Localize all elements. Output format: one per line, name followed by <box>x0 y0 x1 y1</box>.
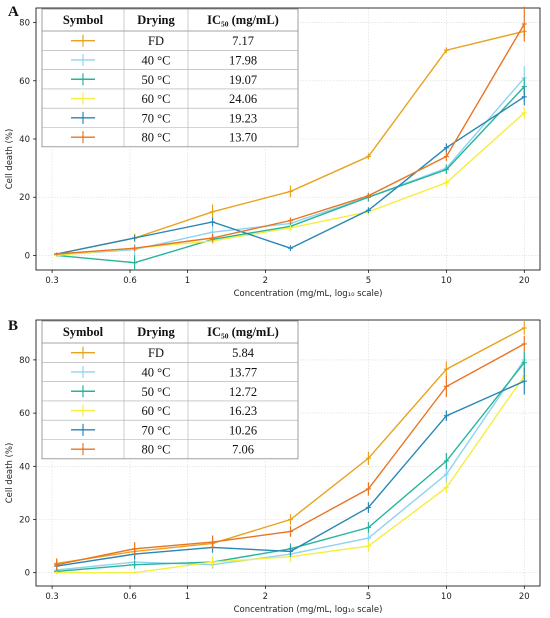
x-tick-label: 2 <box>263 276 268 286</box>
legend-symbol <box>71 111 95 124</box>
series-70-c <box>54 88 527 256</box>
series-80-c <box>54 335 527 571</box>
legend-symbol <box>71 443 95 456</box>
legend-drying: 80 °C <box>142 443 171 457</box>
y-tick-label: 60 <box>19 77 30 87</box>
chart-panel-b: B 0.3 0.6 1 2 5 10 20 0 20 40 60 80 Concentration (mg… <box>5 318 541 615</box>
x-axis-title: Concentration (mg/mL, log₁₀ scale) <box>234 605 383 615</box>
legend-symbol <box>71 73 95 86</box>
y-tick-label: 0 <box>25 251 30 261</box>
legend-table: Symbol Drying IC₅₀ (mg/mL) FD 5.84 40 °C 13.77… <box>41 320 299 460</box>
x-tick-label: 1 <box>185 276 190 286</box>
legend-box <box>41 8 299 148</box>
panel-letter: A <box>8 4 19 20</box>
y-tick-label: 20 <box>19 516 30 526</box>
legend-ic50: 17.98 <box>229 53 257 67</box>
x-tick-label: 2 <box>263 592 268 602</box>
legend-symbol <box>71 404 95 417</box>
legend-table: Symbol Drying IC₅₀ (mg/mL) FD 7.17 40 °C 17.98… <box>41 8 299 148</box>
x-tick-label: 5 <box>366 276 371 286</box>
x-axis-title: Concentration (mg/mL, log₁₀ scale) <box>234 289 383 299</box>
y-tick-label: 60 <box>19 409 30 419</box>
legend-ic50: 10.26 <box>229 423 257 437</box>
y-tick-label: 0 <box>25 569 30 579</box>
x-tick-label: 20 <box>519 276 530 286</box>
legend-header: IC₅₀ (mg/mL) <box>207 13 279 27</box>
legend-drying: 50 °C <box>142 385 171 399</box>
legend-symbol <box>71 346 95 359</box>
y-tick-label: 40 <box>19 462 30 472</box>
x-tick-label: 0.6 <box>123 276 137 286</box>
legend-ic50: 19.23 <box>229 111 257 125</box>
plot-frame <box>35 319 541 587</box>
legend-ic50: 7.17 <box>232 34 254 48</box>
y-axis-title: Cell death (%) <box>5 443 15 504</box>
legend-drying: 60 °C <box>142 404 171 418</box>
legend-symbol <box>71 365 95 378</box>
legend-header: Symbol <box>63 13 104 27</box>
y-axis-title: Cell death (%) <box>5 129 15 190</box>
legend-drying: 60 °C <box>142 92 171 106</box>
legend-symbol <box>71 34 95 47</box>
x-tick-label: 10 <box>441 592 452 602</box>
x-tick-label: 0.3 <box>45 592 59 602</box>
legend-drying: FD <box>148 34 164 48</box>
legend-drying: 70 °C <box>142 423 171 437</box>
y-tick-label: 40 <box>19 135 30 145</box>
legend-ic50: 16.23 <box>229 404 257 418</box>
x-tick-label: 0.3 <box>45 276 59 286</box>
legend-header: Drying <box>137 325 175 339</box>
panel-letter: B <box>8 318 18 334</box>
y-tick-label: 80 <box>19 356 30 366</box>
x-tick-label: 1 <box>185 592 190 602</box>
y-tick-label: 80 <box>19 19 30 29</box>
legend-box <box>41 320 299 460</box>
legend-drying: 50 °C <box>142 73 171 87</box>
legend-drying: 80 °C <box>142 131 171 145</box>
legend-symbol <box>71 53 95 66</box>
legend-ic50: 24.06 <box>229 92 257 106</box>
legend-symbol <box>71 131 95 144</box>
y-tick-label: 20 <box>19 193 30 203</box>
legend-ic50: 13.70 <box>229 131 257 145</box>
legend-drying: 70 °C <box>142 111 171 125</box>
legend-symbol <box>71 92 95 105</box>
legend-ic50: 13.77 <box>229 365 257 379</box>
legend-symbol <box>71 423 95 436</box>
legend-header: Symbol <box>63 325 104 339</box>
legend-drying: 40 °C <box>142 53 171 67</box>
legend-ic50: 5.84 <box>232 346 255 360</box>
legend-drying: FD <box>148 346 164 360</box>
x-tick-label: 20 <box>519 592 530 602</box>
legend-ic50: 12.72 <box>229 385 257 399</box>
x-tick-label: 0.6 <box>123 592 137 602</box>
legend-symbol <box>71 385 95 398</box>
chart-panel-a: A 0.3 0.6 1 2 5 10 20 0 20 40 60 80 Concentration (mg… <box>5 4 541 299</box>
series-80-c <box>54 6 527 256</box>
x-tick-label: 10 <box>441 276 452 286</box>
legend-ic50: 19.07 <box>229 73 257 87</box>
x-tick-label: 5 <box>366 592 371 602</box>
legend-header: IC₅₀ (mg/mL) <box>207 325 279 339</box>
legend-ic50: 7.06 <box>232 443 254 457</box>
legend-header: Drying <box>137 13 175 27</box>
legend-drying: 40 °C <box>142 365 171 379</box>
